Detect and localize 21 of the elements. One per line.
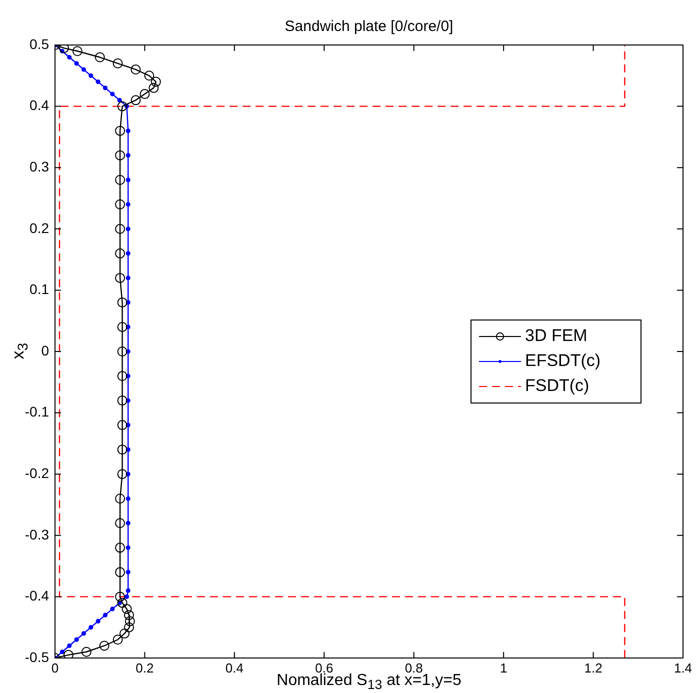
x-tick-label: 1.4 — [674, 660, 692, 676]
y-tick-label: -0.5 — [24, 648, 50, 665]
y-tick-label: 0.3 — [30, 158, 50, 174]
y-tick-label: 0.1 — [30, 281, 50, 298]
y-tick-label: 0.5 — [30, 36, 50, 52]
x-tick-label: 1.2 — [584, 660, 602, 676]
y-tick-label: 0.4 — [30, 97, 50, 114]
x-tick-label: 1 — [500, 660, 508, 676]
y-tick-label: -0.4 — [24, 588, 50, 604]
y-tick-label: -0.3 — [24, 526, 50, 542]
y-tick-label: 0.2 — [30, 220, 50, 236]
legend-label: 3D FEM — [525, 326, 588, 346]
legend-label: FSDT(c) — [525, 376, 590, 396]
x-tick-label: 0.2 — [136, 660, 154, 676]
y-tick-label: 0 — [41, 342, 50, 358]
chart-title: Sandwich plate [0/core/0] — [284, 18, 454, 35]
y-tick-label: -0.1 — [24, 404, 50, 420]
y-tick-label: -0.2 — [24, 464, 50, 481]
x-tick-label: 0.4 — [225, 660, 244, 676]
x-tick-label: 0 — [51, 660, 59, 676]
legend-label: EFSDT(c) — [525, 351, 601, 370]
